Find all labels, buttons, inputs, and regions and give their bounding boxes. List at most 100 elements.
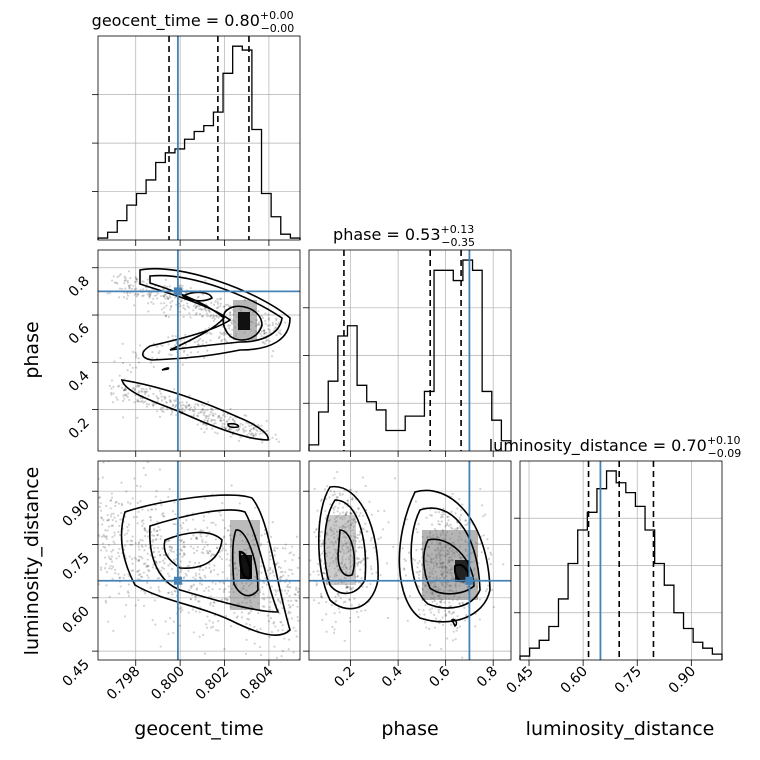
sample-point <box>144 562 147 565</box>
sample-point <box>246 617 249 621</box>
sample-point <box>135 278 138 281</box>
sample-point <box>443 601 446 604</box>
sample-point <box>137 443 139 445</box>
sample-point <box>146 558 149 561</box>
sample-point <box>320 498 323 501</box>
sample-point <box>350 588 353 591</box>
sample-point <box>214 523 217 527</box>
sample-point <box>137 559 141 562</box>
sample-point <box>296 616 299 619</box>
sample-point <box>203 356 206 359</box>
sample-point <box>155 294 158 297</box>
sample-point <box>144 391 148 394</box>
sample-point <box>110 560 114 563</box>
sample-point <box>116 275 119 279</box>
sample-point <box>117 573 120 576</box>
sample-point <box>127 284 130 287</box>
sample-point <box>276 561 279 564</box>
sample-point <box>178 401 181 405</box>
sample-point <box>339 493 342 497</box>
sample-point <box>266 540 269 544</box>
sample-point <box>325 497 328 500</box>
sample-point <box>108 518 111 521</box>
sample-point <box>244 425 247 429</box>
sample-point <box>441 616 444 619</box>
sample-point <box>433 527 437 531</box>
sample-point <box>455 629 458 632</box>
sample-point <box>233 419 236 423</box>
sample-point <box>213 317 216 321</box>
sample-point <box>123 275 126 278</box>
sample-point <box>139 400 143 403</box>
sample-point <box>174 335 177 338</box>
sample-point <box>149 291 152 294</box>
sample-point <box>107 519 110 522</box>
sample-point <box>357 546 360 549</box>
sample-point <box>434 617 438 620</box>
sample-point <box>434 511 437 514</box>
sample-point <box>114 568 117 572</box>
sample-point <box>186 565 189 568</box>
sample-point <box>222 581 225 584</box>
sample-point <box>223 535 226 538</box>
sample-point <box>139 575 143 578</box>
sample-point <box>124 603 128 607</box>
sample-point <box>349 588 352 591</box>
sample-point <box>261 431 264 435</box>
histogram-step-phase <box>308 259 512 451</box>
sample-point <box>192 583 196 586</box>
sample-point <box>417 570 420 574</box>
sample-point <box>162 567 166 570</box>
sample-point <box>156 577 159 580</box>
sample-point <box>163 397 166 400</box>
sample-point <box>461 601 464 604</box>
sample-point <box>123 393 126 396</box>
sample-point <box>200 411 203 414</box>
sample-point <box>127 392 130 395</box>
sample-point <box>137 598 140 602</box>
sample-point <box>148 294 151 297</box>
sample-point <box>171 334 174 338</box>
sample-point <box>287 589 290 592</box>
sample-point <box>227 305 231 308</box>
sample-point <box>206 349 209 352</box>
sample-point <box>191 584 194 587</box>
sample-point <box>222 333 226 337</box>
sample-point <box>110 387 113 390</box>
sample-point <box>221 598 224 601</box>
sample-point <box>464 519 467 522</box>
histogram-geocent_time: geocent_time = 0.80+0.00 −0.00 <box>92 9 301 246</box>
sample-point <box>313 598 316 602</box>
sample-point <box>124 277 127 280</box>
sample-point <box>250 424 253 427</box>
sample-point <box>198 312 202 315</box>
sample-point <box>294 599 297 602</box>
sample-point <box>219 514 222 517</box>
sample-point <box>486 547 490 550</box>
sample-point <box>194 561 197 565</box>
sample-point <box>127 529 130 532</box>
sample-point <box>154 508 157 511</box>
sample-point <box>123 282 126 285</box>
sample-point <box>365 530 368 533</box>
sample-point <box>136 400 139 403</box>
sample-point <box>200 578 203 581</box>
sample-point <box>224 415 227 418</box>
sample-point <box>181 407 184 410</box>
sample-point <box>180 300 183 303</box>
sample-point <box>193 340 196 344</box>
sample-point <box>246 434 249 437</box>
sample-point <box>219 331 222 334</box>
sample-point <box>277 629 280 632</box>
sample-point <box>130 287 133 291</box>
sample-point <box>191 408 194 412</box>
sample-point <box>482 534 485 537</box>
sample-point <box>119 273 122 276</box>
sample-point <box>185 574 188 577</box>
sample-point <box>250 433 253 436</box>
sample-point <box>201 633 205 636</box>
sample-point <box>480 551 483 554</box>
sample-point <box>366 530 369 533</box>
sample-point <box>309 573 312 576</box>
